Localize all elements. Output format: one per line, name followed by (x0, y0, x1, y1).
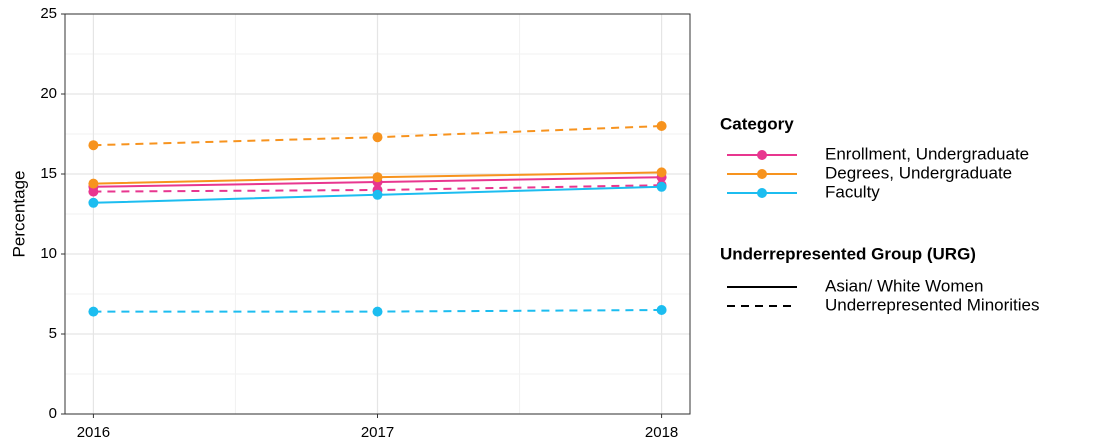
y-tick-label: 10 (40, 245, 57, 262)
y-tick-label: 25 (40, 5, 57, 22)
point (88, 140, 99, 151)
x-tick-label: 2016 (77, 424, 110, 441)
point (656, 181, 667, 192)
legend-label: Underrepresented Minorities (825, 295, 1040, 314)
legend-title: Underrepresented Group (URG) (720, 244, 976, 263)
point (372, 306, 383, 317)
x-tick-label: 2017 (361, 424, 394, 441)
legend-point (757, 169, 767, 179)
legend-label: Enrollment, Undergraduate (825, 144, 1029, 163)
legend-label: Asian/ White Women (825, 276, 983, 295)
y-tick-label: 15 (40, 165, 57, 182)
point (372, 132, 383, 143)
point (372, 172, 383, 183)
point (656, 167, 667, 178)
point (88, 197, 99, 208)
x-tick-label: 2018 (645, 424, 678, 441)
legend-label: Degrees, Undergraduate (825, 163, 1012, 182)
point (656, 305, 667, 315)
y-axis-label: Percentage (9, 171, 28, 258)
plot-border (64, 13, 691, 415)
legend-point (757, 188, 767, 198)
y-tick-label: 5 (49, 325, 57, 342)
legend-point (757, 150, 767, 160)
point (88, 186, 99, 197)
point (372, 189, 383, 200)
point (656, 121, 667, 131)
legend-label: Faculty (825, 182, 880, 201)
legend-title: Category (720, 114, 794, 133)
y-tick-label: 0 (49, 405, 57, 422)
y-tick-label: 20 (40, 85, 57, 102)
point (88, 178, 99, 189)
point (88, 306, 99, 317)
